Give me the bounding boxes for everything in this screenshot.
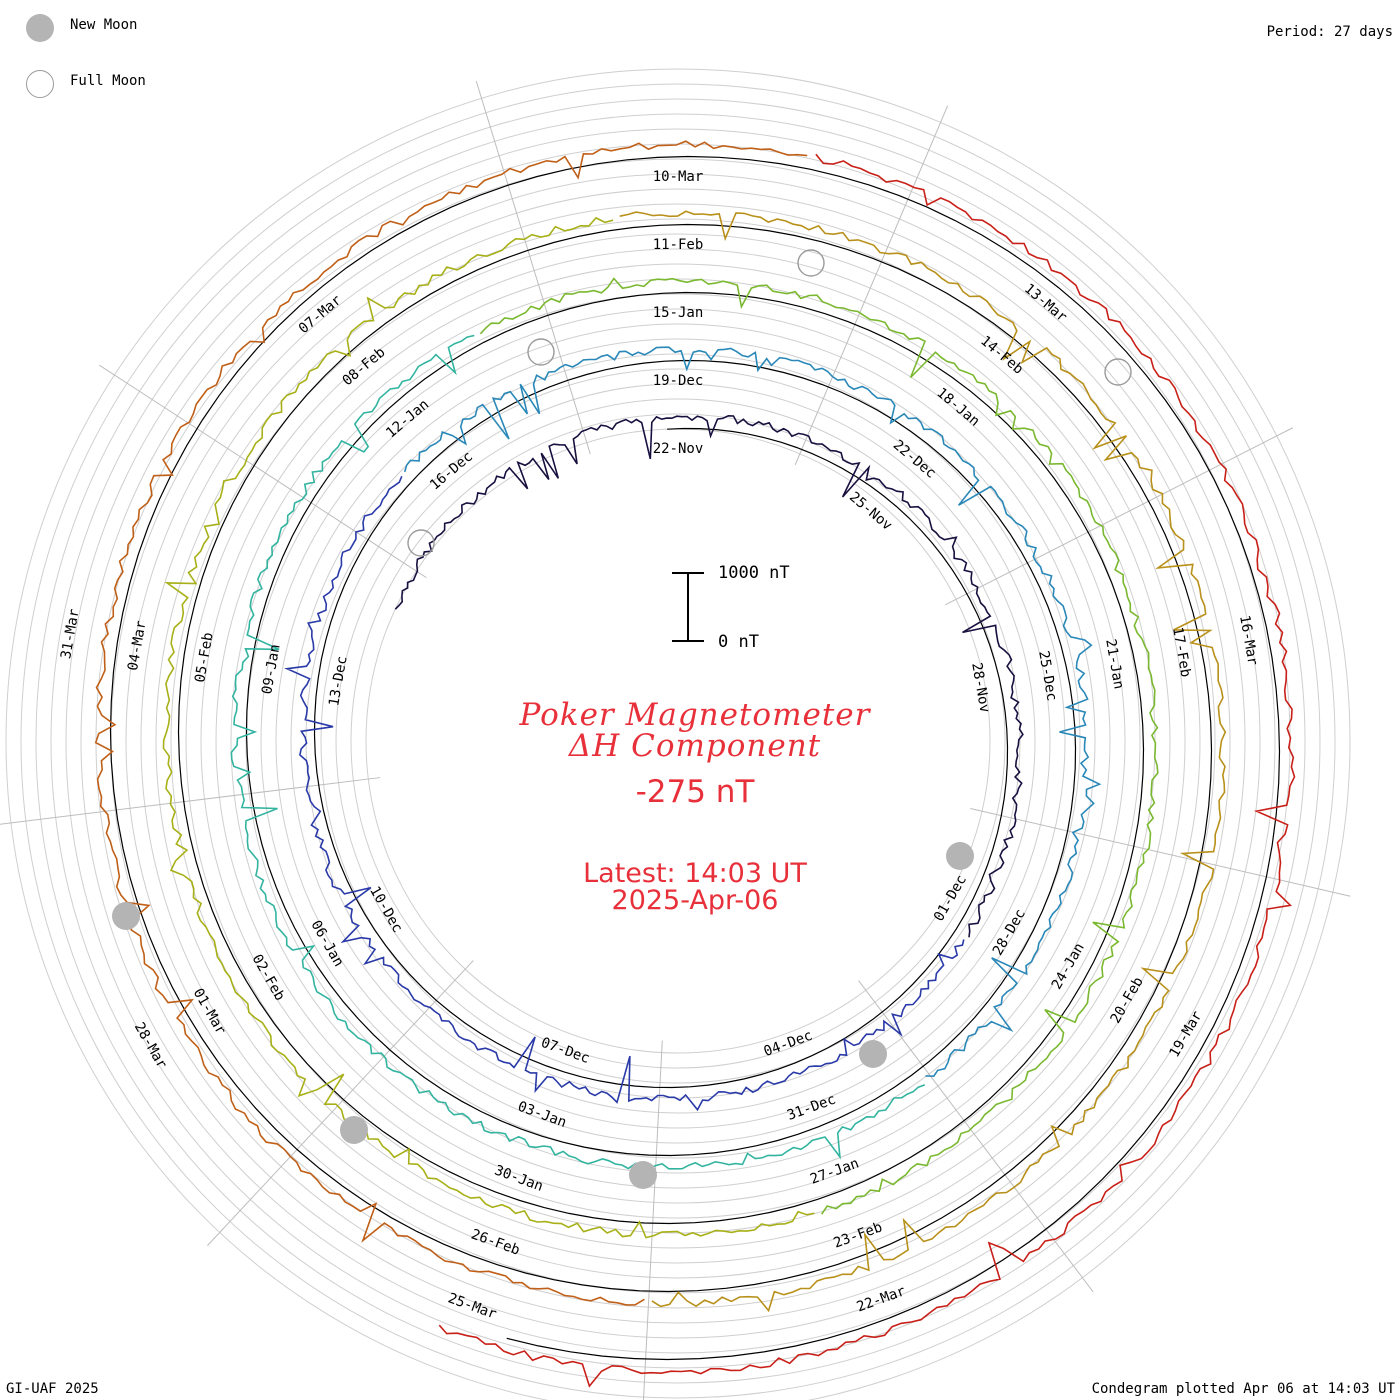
moon-phase-markers (112, 249, 1132, 1189)
new-moon-marker (859, 1040, 887, 1068)
trace-segment (438, 153, 1296, 1388)
trace-segment (394, 414, 1024, 938)
spoke-line (99, 364, 427, 579)
grid-ring (170, 233, 1186, 1249)
date-tick-label: 30-Jan (492, 1163, 545, 1195)
full-moon-icon (26, 70, 54, 98)
plotted-timestamp: Condegram plotted Apr 06 at 14:03 UT (1091, 1381, 1395, 1397)
spoke-line (475, 81, 591, 455)
trace-segment (403, 346, 1102, 1078)
date-tick-label: 22-Mar (855, 1283, 908, 1315)
new-moon-icon (26, 14, 54, 42)
date-tick-label: 10-Mar (653, 169, 704, 185)
grid-ring (140, 203, 1216, 1279)
date-tick-label: 01-Mar (190, 986, 229, 1038)
chart-title-line1: Poker Magnetometer (519, 697, 871, 733)
grid-ring (50, 113, 1306, 1369)
trace-segment (162, 216, 815, 1239)
credit-label: GI-UAF 2025 (6, 1381, 99, 1397)
date-tick-label: 31-Dec (785, 1092, 838, 1124)
legend-full-moon-label: Full Moon (70, 73, 146, 89)
trace-segment (94, 140, 808, 1306)
scale-bar (687, 573, 689, 641)
latest-time: Latest: 14:03 UT (583, 858, 807, 889)
spoke-line (0, 777, 381, 825)
period-label: Period: 27 days (1266, 24, 1393, 40)
date-tick-label: 05-Feb (192, 631, 217, 684)
date-tick-label: 04-Mar (125, 619, 150, 672)
date-tick-label: 07-Dec (539, 1035, 592, 1067)
grid-ring (230, 293, 1126, 1189)
grid-ring (215, 278, 1141, 1204)
new-moon-marker (340, 1116, 368, 1144)
current-value: -275 nT (635, 774, 755, 810)
zero-baselines (109, 155, 1281, 1361)
date-tick-label: 17-Feb (1169, 626, 1194, 679)
chart-title-line2: ΔH Component (568, 728, 822, 764)
spoke-line (642, 1040, 663, 1400)
spoke-line (945, 427, 1294, 606)
spoke-line (794, 105, 949, 466)
scale-bottom-label: 0 nT (718, 632, 759, 652)
date-tick-label: 13-Mar (1021, 281, 1070, 326)
spoke-line (858, 980, 1094, 1293)
full-moon-marker (527, 338, 555, 366)
grid-ring (260, 323, 1096, 1159)
latest-date: 2025-Apr-06 (611, 885, 779, 916)
new-moon-marker (629, 1161, 657, 1189)
date-tick-label: 28-Mar (131, 1020, 170, 1072)
grid-ring (320, 383, 1036, 1099)
data-traces (94, 140, 1296, 1388)
grid-ring (275, 338, 1081, 1144)
grid-ring (350, 413, 1006, 1069)
date-tick-label: 16-Mar (1236, 614, 1261, 667)
grid-ring (20, 83, 1336, 1399)
trace-segment (619, 210, 1227, 1313)
new-moon-marker (946, 842, 974, 870)
date-tick-label: 27-Jan (808, 1155, 861, 1187)
scale-bar-bottom-cap (672, 640, 704, 642)
date-tick-label: 22-Nov (653, 441, 704, 457)
grid-ring (5, 68, 1351, 1400)
scale-top-label: 1000 nT (718, 563, 790, 583)
spoke-line (970, 807, 1351, 897)
trace-segment (284, 475, 965, 1112)
trace-segment (479, 277, 1159, 1215)
date-tick-label: 11-Feb (653, 237, 704, 253)
date-tick-label: 26-Feb (469, 1226, 522, 1258)
full-moon-marker (797, 249, 825, 277)
trace-segment (230, 334, 926, 1171)
full-moon-marker (407, 529, 435, 557)
full-moon-marker (1104, 358, 1132, 386)
date-tick-label: 15-Jan (653, 305, 704, 321)
grid-ring (245, 308, 1111, 1174)
grid-ring (335, 398, 1021, 1084)
baseline-spiral (109, 155, 1281, 1361)
grid-ring (185, 248, 1171, 1234)
new-moon-marker (112, 902, 140, 930)
date-tick-label: 07-Mar (296, 292, 345, 337)
date-tick-label: 31-Mar (58, 608, 83, 661)
grid-ring (35, 98, 1321, 1384)
grid-ring (155, 218, 1201, 1264)
grid-ring (290, 353, 1066, 1129)
date-tick-label: 19-Dec (653, 373, 704, 389)
legend-new-moon-label: New Moon (70, 17, 138, 33)
